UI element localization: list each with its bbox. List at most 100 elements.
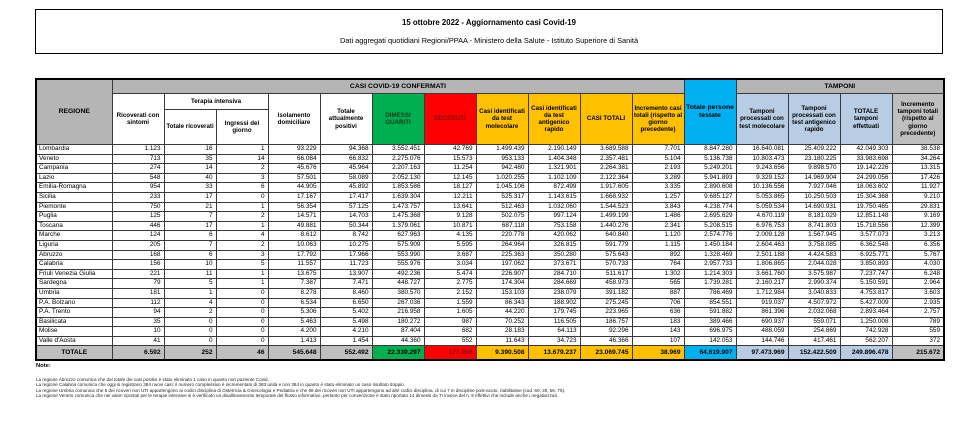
table-cell: 10 bbox=[163, 259, 217, 270]
table-cell: 1.032.060 bbox=[527, 201, 581, 213]
table-row: Emilia-Romagna 954 33 6 44.905 45.892 1.853.58… bbox=[35, 182, 945, 193]
table-cell: 2.893.464 bbox=[839, 307, 893, 318]
table-cell: 70.252 bbox=[475, 316, 529, 328]
table-cell: 5.595 bbox=[423, 239, 477, 251]
table-cell: Valle d'Aosta bbox=[35, 335, 113, 347]
table-cell: 220.778 bbox=[475, 230, 529, 241]
col-header-ti-totale: Totale ricoverati bbox=[163, 109, 217, 145]
table-cell: 1.499.199 bbox=[579, 211, 633, 222]
table-cell: 12.145 bbox=[423, 172, 477, 184]
table-cell: Liguria bbox=[35, 239, 113, 251]
table-cell: 64.619.907 bbox=[683, 345, 737, 361]
table-cell: 1.214.303 bbox=[683, 268, 737, 280]
table-cell: 1.639.304 bbox=[371, 191, 425, 203]
table-cell: 152.422.509 bbox=[787, 345, 841, 361]
table-cell: 183 bbox=[631, 316, 685, 328]
table-cell: 1.473.757 bbox=[371, 201, 425, 213]
table-cell: 116.505 bbox=[527, 316, 581, 328]
table-row: P.A. Bolzano 112 4 0 6.534 6.650 267.036 1.559 8… bbox=[35, 297, 945, 309]
table-cell: 10.136.556 bbox=[735, 182, 789, 193]
col-header-casi-molecolare: Casi identificati da test molecolare bbox=[475, 93, 529, 145]
table-cell: 5.474 bbox=[423, 268, 477, 280]
table-cell: 9.685.127 bbox=[683, 191, 737, 203]
table-cell: 7 bbox=[163, 211, 217, 222]
table-cell: 153.103 bbox=[475, 287, 529, 299]
table-cell: 627.963 bbox=[371, 230, 425, 241]
table-cell: 7.387 bbox=[267, 278, 321, 289]
col-header-persone-testate: Totale persone testate bbox=[683, 78, 737, 145]
table-cell: Marche bbox=[35, 230, 113, 241]
table-cell: 10.275 bbox=[319, 239, 373, 251]
table-cell: 11.643 bbox=[475, 335, 529, 347]
table-cell: 525.317 bbox=[475, 191, 529, 203]
table-cell: 38.538 bbox=[891, 144, 945, 155]
table-cell: 552.492 bbox=[319, 345, 373, 361]
table-cell: 11 bbox=[163, 268, 217, 280]
table-cell: 2.190.149 bbox=[527, 144, 581, 155]
table-cell: 570.733 bbox=[579, 259, 633, 270]
table-cell: Campania bbox=[35, 163, 113, 174]
table-cell: 274 bbox=[111, 163, 165, 174]
table-cell: 4.507.972 bbox=[787, 297, 841, 309]
table-row: Friuli Venezia Giulia 221 11 1 13.675 13.907 4… bbox=[35, 268, 945, 280]
table-cell: 15.718.556 bbox=[839, 220, 893, 232]
table-cell: 19.142.226 bbox=[839, 163, 893, 174]
table-row: Puglia 125 7 2 14.571 14.703 1.475.368 9.128 502… bbox=[35, 211, 945, 222]
table-cell: 2.574.776 bbox=[683, 230, 737, 241]
table-cell: 58.089 bbox=[319, 172, 373, 184]
table-cell: 8.278 bbox=[267, 287, 321, 299]
table-cell: 1.143.615 bbox=[527, 191, 581, 203]
table-cell: 1.120 bbox=[631, 230, 685, 241]
table-cell: 6 bbox=[163, 249, 217, 261]
note-line: La regione Veneto comunica che nei valor… bbox=[36, 393, 559, 399]
table-cell: 284.669 bbox=[527, 278, 581, 289]
table-cell: 45.676 bbox=[267, 163, 321, 174]
table-cell: 14.703 bbox=[319, 211, 373, 222]
table-cell: 2.935 bbox=[891, 297, 945, 309]
table-cell: 742.928 bbox=[839, 326, 893, 337]
table-cell: Lazio bbox=[35, 172, 113, 184]
table-cell: 13.315 bbox=[891, 163, 945, 174]
table-cell: P.A. Trento bbox=[35, 307, 113, 318]
table-cell: 35 bbox=[163, 153, 217, 165]
table-cell: 1.559 bbox=[423, 297, 477, 309]
col-header-incremento-tamponi: Incremento tamponi totali (rispetto al g… bbox=[891, 93, 945, 145]
table-cell: 79 bbox=[111, 278, 165, 289]
table-cell: 326.815 bbox=[527, 239, 581, 251]
table-cell: 28.183 bbox=[475, 326, 529, 337]
table-cell: 511.617 bbox=[579, 268, 633, 280]
table-header: REGIONE CASI COVID-19 CONFERMATI Totale … bbox=[35, 78, 945, 145]
table-cell: 1.567.945 bbox=[787, 230, 841, 241]
table-cell: 264.964 bbox=[475, 239, 529, 251]
table-cell: Puglia bbox=[35, 211, 113, 222]
table-cell: 7.237.747 bbox=[839, 268, 893, 280]
table-cell: 17 bbox=[163, 191, 217, 203]
table-cell: 49.881 bbox=[267, 220, 321, 232]
table-cell: 696.975 bbox=[683, 326, 737, 337]
table-cell: 0 bbox=[215, 335, 269, 347]
table-cell: 1.321.901 bbox=[527, 163, 581, 174]
table-cell: 2.357.481 bbox=[579, 153, 633, 165]
table-cell: 41 bbox=[111, 335, 165, 347]
group-header-casi-confermati: CASI COVID-19 CONFERMATI bbox=[111, 78, 685, 94]
table-cell: 5.104 bbox=[631, 153, 685, 165]
table-cell: 56.354 bbox=[267, 201, 321, 213]
table-cell: 3.603 bbox=[891, 287, 945, 299]
table-cell: 2.052.130 bbox=[371, 172, 425, 184]
table-cell: 254.869 bbox=[787, 326, 841, 337]
table-cell: 238.079 bbox=[527, 287, 581, 299]
table-cell: 448.727 bbox=[371, 278, 425, 289]
table-cell: 144.746 bbox=[735, 335, 789, 347]
table-cell: 4 bbox=[163, 297, 217, 309]
table-cell: 12.399 bbox=[891, 220, 945, 232]
table-cell: 562.207 bbox=[839, 335, 893, 347]
table-cell: 1.413 bbox=[267, 335, 321, 347]
table-cell: 8.181.029 bbox=[787, 211, 841, 222]
table-cell: 2 bbox=[215, 163, 269, 174]
table-cell: 87.404 bbox=[371, 326, 425, 337]
note-line: La regione Umbria comunica che 5 dei ric… bbox=[36, 387, 566, 393]
col-header-casi-antigenico: Casi identificati da test antigenico rap… bbox=[527, 93, 581, 145]
table-cell: 9.898.570 bbox=[787, 163, 841, 174]
table-cell: 64.113 bbox=[527, 326, 581, 337]
table-cell: 389.466 bbox=[683, 316, 737, 328]
